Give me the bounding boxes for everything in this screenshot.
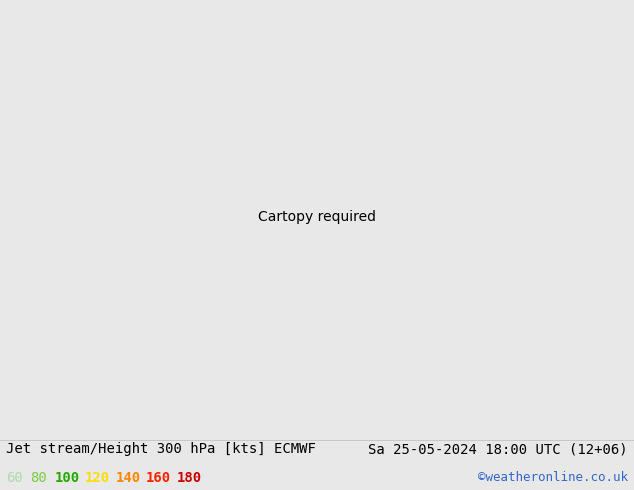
Text: Sa 25-05-2024 18:00 UTC (12+06): Sa 25-05-2024 18:00 UTC (12+06) (368, 442, 628, 456)
Text: 120: 120 (85, 470, 110, 485)
Text: Jet stream/Height 300 hPa [kts] ECMWF: Jet stream/Height 300 hPa [kts] ECMWF (6, 442, 316, 456)
Text: Cartopy required: Cartopy required (258, 210, 376, 224)
Text: 160: 160 (146, 470, 171, 485)
Text: 140: 140 (115, 470, 141, 485)
Text: 100: 100 (55, 470, 80, 485)
Text: 180: 180 (176, 470, 202, 485)
Text: 60: 60 (6, 470, 23, 485)
Text: ©weatheronline.co.uk: ©weatheronline.co.uk (477, 471, 628, 484)
Text: 80: 80 (30, 470, 47, 485)
